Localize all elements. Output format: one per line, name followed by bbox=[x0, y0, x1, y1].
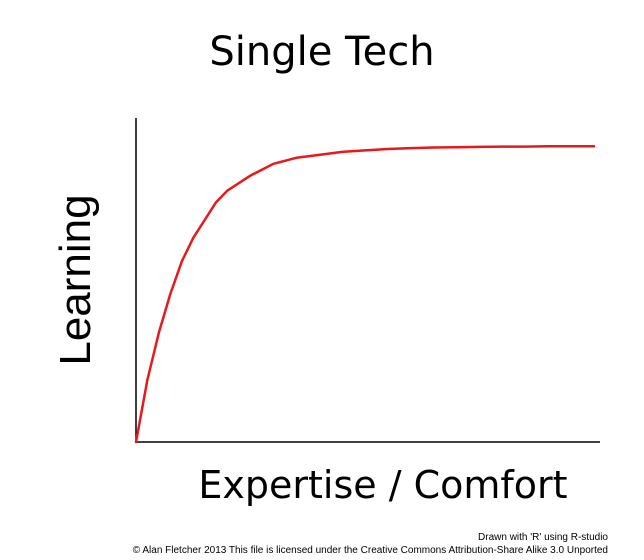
credit-line-2: © Alan Fletcher 2013 This file is licens… bbox=[132, 545, 608, 556]
credit-line-1: Drawn with 'R' using R-studio bbox=[478, 532, 608, 543]
x-axis-label: Expertise / Comfort bbox=[198, 463, 568, 507]
chart-title: Single Tech bbox=[209, 29, 435, 75]
y-axis-label: Learning bbox=[51, 194, 100, 366]
learning-curve-line bbox=[134, 145, 596, 444]
